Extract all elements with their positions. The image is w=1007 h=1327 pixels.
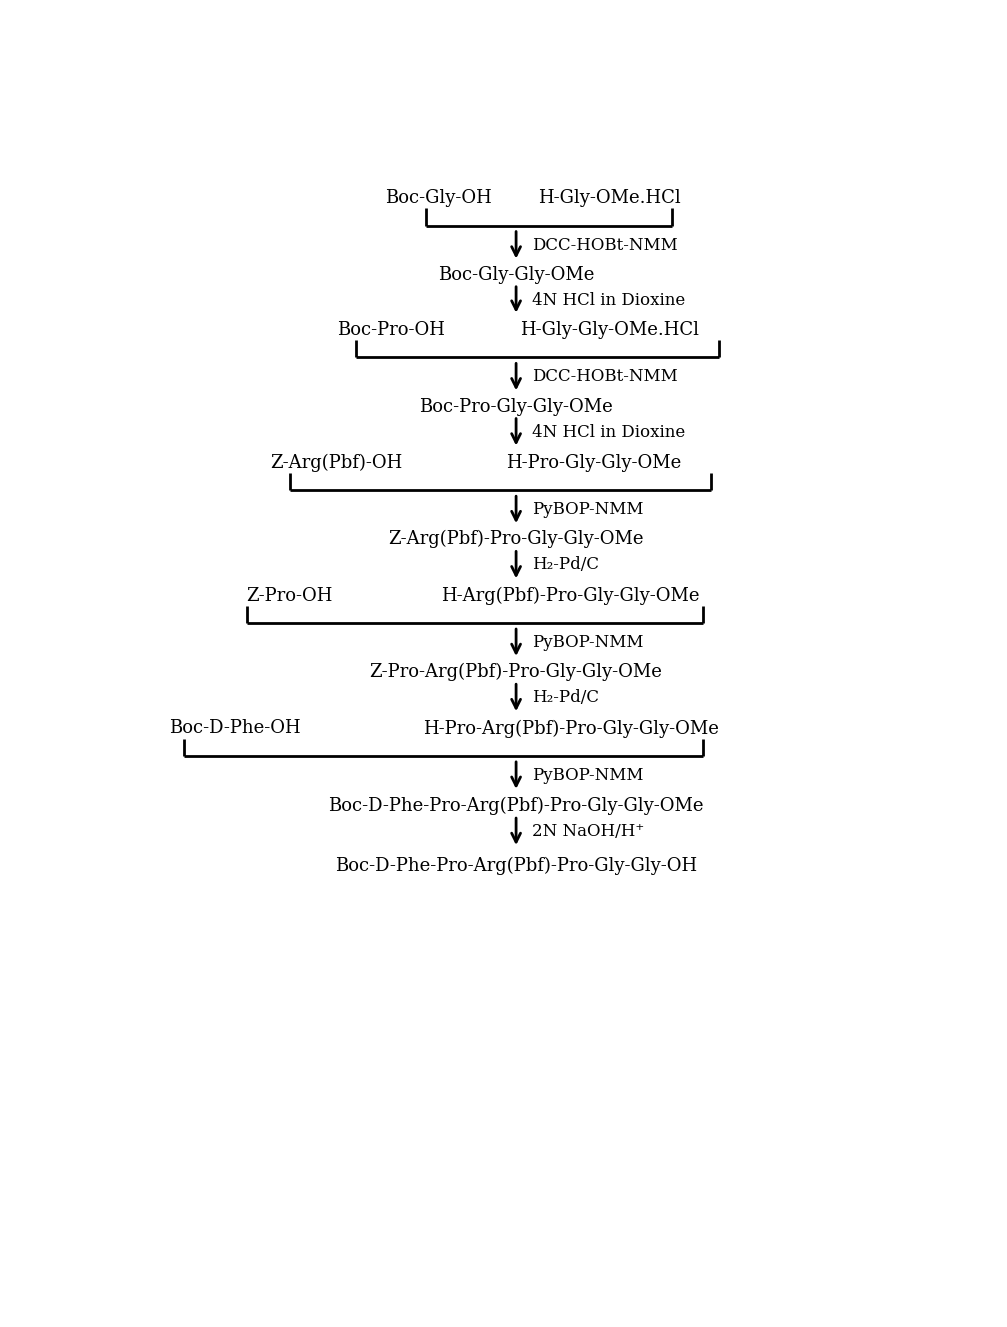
Text: H₂-Pd/C: H₂-Pd/C <box>532 689 599 706</box>
Text: Boc-D-Phe-Pro-Arg(Pbf)-Pro-Gly-Gly-OMe: Boc-D-Phe-Pro-Arg(Pbf)-Pro-Gly-Gly-OMe <box>328 798 704 815</box>
Text: PyBOP-NMM: PyBOP-NMM <box>532 767 643 784</box>
Text: PyBOP-NMM: PyBOP-NMM <box>532 634 643 652</box>
Text: H-Pro-Arg(Pbf)-Pro-Gly-Gly-OMe: H-Pro-Arg(Pbf)-Pro-Gly-Gly-OMe <box>423 719 719 738</box>
Text: Boc-Gly-Gly-OMe: Boc-Gly-Gly-OMe <box>438 265 594 284</box>
Text: DCC-HOBt-NMM: DCC-HOBt-NMM <box>532 236 678 253</box>
Text: Z-Arg(Pbf)-OH: Z-Arg(Pbf)-OH <box>271 454 403 472</box>
Text: PyBOP-NMM: PyBOP-NMM <box>532 502 643 519</box>
Text: H-Pro-Gly-Gly-OMe: H-Pro-Gly-Gly-OMe <box>507 454 682 471</box>
Text: H-Gly-OMe.HCl: H-Gly-OMe.HCl <box>539 188 681 207</box>
Text: H-Gly-Gly-OMe.HCl: H-Gly-Gly-OMe.HCl <box>521 321 699 338</box>
Text: 2N NaOH/H⁺: 2N NaOH/H⁺ <box>532 823 643 840</box>
Text: Boc-Gly-OH: Boc-Gly-OH <box>385 188 491 207</box>
Text: H₂-Pd/C: H₂-Pd/C <box>532 556 599 573</box>
Text: 4N HCl in Dioxine: 4N HCl in Dioxine <box>532 292 685 309</box>
Text: Boc-D-Phe-Pro-Arg(Pbf)-Pro-Gly-Gly-OH: Boc-D-Phe-Pro-Arg(Pbf)-Pro-Gly-Gly-OH <box>335 857 697 876</box>
Text: Z-Arg(Pbf)-Pro-Gly-Gly-OMe: Z-Arg(Pbf)-Pro-Gly-Gly-OMe <box>389 531 643 548</box>
Text: DCC-HOBt-NMM: DCC-HOBt-NMM <box>532 369 678 385</box>
Text: Boc-D-Phe-OH: Boc-D-Phe-OH <box>169 719 301 738</box>
Text: Z-Pro-Arg(Pbf)-Pro-Gly-Gly-OMe: Z-Pro-Arg(Pbf)-Pro-Gly-Gly-OMe <box>370 664 663 681</box>
Text: Z-Pro-OH: Z-Pro-OH <box>247 587 333 605</box>
Text: Boc-Pro-OH: Boc-Pro-OH <box>337 321 445 338</box>
Text: 4N HCl in Dioxine: 4N HCl in Dioxine <box>532 423 685 441</box>
Text: Boc-Pro-Gly-Gly-OMe: Boc-Pro-Gly-Gly-OMe <box>419 398 613 415</box>
Text: H-Arg(Pbf)-Pro-Gly-Gly-OMe: H-Arg(Pbf)-Pro-Gly-Gly-OMe <box>441 587 700 605</box>
